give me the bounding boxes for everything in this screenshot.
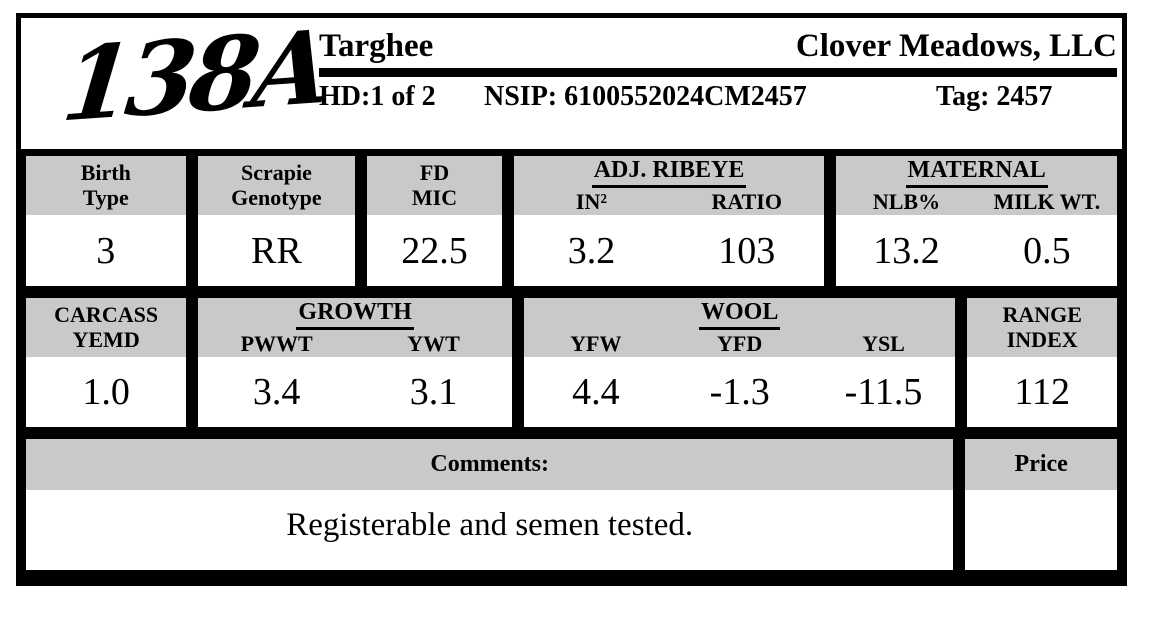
carcass-label-line2: YEMD xyxy=(72,326,140,352)
fd-mic-label-line1: FD xyxy=(419,159,450,185)
scrapie-genotype-header: Scrapie Genotype xyxy=(197,156,356,215)
maternal-nlb-value: 13.2 xyxy=(873,229,940,272)
animal-id: 138A xyxy=(57,7,332,145)
comments-text: Registerable and semen tested. xyxy=(286,506,694,543)
epd-row-2: CARCASS YEMD 1.0 GROWTH PWWT YWT 3.4 3.1… xyxy=(21,293,1122,432)
head-count: HD:1 of 2 xyxy=(319,80,436,112)
header-id-row: HD:1 of 2 NSIP: 6100552024CM2457 Tag: 24… xyxy=(319,80,1117,114)
wool-title: WOOL xyxy=(698,300,781,330)
adj-ribeye-values: 3.2 103 xyxy=(514,215,825,286)
maternal-milkwt-label: MILK WT. xyxy=(993,188,1101,214)
maternal-header: MATERNAL NLB% MILK WT. xyxy=(836,156,1118,215)
maternal-sublabels: NLB% MILK WT. xyxy=(836,188,1117,214)
scrapie-label-line2: Genotype xyxy=(231,184,322,210)
maternal-values: 13.2 0.5 xyxy=(836,215,1117,286)
comments-cell: Comments: Registerable and semen tested. xyxy=(21,434,959,575)
adj-ribeye-col1-label: IN² xyxy=(575,188,607,214)
wool-header: WOOL YFW YFD YSL xyxy=(523,298,956,357)
header-top-row: Targhee Clover Meadows, LLC xyxy=(319,28,1117,66)
adj-ribeye-cell: ADJ. RIBEYE IN² RATIO 3.2 103 xyxy=(508,151,830,291)
comments-header: Comments: xyxy=(26,439,954,490)
header-divider xyxy=(319,67,1117,77)
adj-ribeye-sublabels: IN² RATIO xyxy=(514,188,825,214)
growth-pwwt-value: 3.4 xyxy=(252,371,301,413)
price-label: Price xyxy=(1014,451,1068,478)
price-header: Price xyxy=(965,439,1117,490)
price-cell: Price xyxy=(960,434,1122,575)
growth-header: GROWTH PWWT YWT xyxy=(198,298,512,357)
maternal-cell: MATERNAL NLB% MILK WT. 13.2 0.5 xyxy=(831,151,1123,291)
animal-epd-card: 138A Targhee Clover Meadows, LLC HD:1 of… xyxy=(16,7,1127,586)
maternal-milkwt-value: 0.5 xyxy=(1023,229,1071,272)
adj-ribeye-title: ADJ. RIBEYE xyxy=(591,158,747,188)
scrapie-genotype-cell: Scrapie Genotype RR xyxy=(192,151,361,291)
breed-name: Targhee xyxy=(319,28,434,64)
card-header: 138A Targhee Clover Meadows, LLC HD:1 of… xyxy=(21,7,1122,149)
epd-row-1: Birth Type 3 Scrapie Genotype RR FD MIC … xyxy=(21,151,1123,291)
price-value xyxy=(965,490,1117,570)
birth-type-label-line2: Type xyxy=(82,184,129,210)
maternal-title: MATERNAL xyxy=(905,158,1048,188)
fd-mic-value: 22.5 xyxy=(401,229,468,272)
wool-yfd-value: -1.3 xyxy=(709,371,770,413)
range-index-label-line1: RANGE xyxy=(1002,301,1082,327)
birth-type-label-line1: Birth xyxy=(80,159,131,185)
tag-number: Tag: 2457 xyxy=(936,80,1053,112)
growth-values: 3.4 3.1 xyxy=(198,357,512,427)
birth-type-value: 3 xyxy=(96,229,116,272)
farm-name: Clover Meadows, LLC xyxy=(795,28,1117,64)
growth-cell: GROWTH PWWT YWT 3.4 3.1 xyxy=(193,293,517,432)
growth-title: GROWTH xyxy=(296,300,414,330)
range-index-header: RANGE INDEX xyxy=(967,298,1117,357)
carcass-yemd-value: 1.0 xyxy=(82,371,130,413)
birth-type-header: Birth Type xyxy=(26,156,186,215)
range-index-label-line2: INDEX xyxy=(1006,326,1078,352)
scrapie-label-line1: Scrapie xyxy=(240,159,312,185)
fd-mic-cell: FD MIC 22.5 xyxy=(362,151,507,291)
wool-cell: WOOL YFW YFD YSL 4.4 -1.3 -11.5 xyxy=(518,293,961,432)
adj-ribeye-col2-label: RATIO xyxy=(711,188,782,214)
comments-label: Comments: xyxy=(430,451,549,478)
wool-yfd-label: YFD xyxy=(717,330,763,356)
birth-type-cell: Birth Type 3 xyxy=(21,151,191,291)
fd-mic-label-line2: MIC xyxy=(411,184,458,210)
adj-ribeye-in2-value: 3.2 xyxy=(567,229,616,272)
wool-ysl-value: -11.5 xyxy=(844,371,923,413)
nsip-id: NSIP: 6100552024CM2457 xyxy=(484,80,807,112)
wool-sublabels: YFW YFD YSL xyxy=(524,330,955,356)
range-index-value: 112 xyxy=(1014,371,1070,413)
range-index-cell: RANGE INDEX 112 xyxy=(962,293,1122,432)
adj-ribeye-header: ADJ. RIBEYE IN² RATIO xyxy=(513,156,825,215)
carcass-yemd-cell: CARCASS YEMD 1.0 xyxy=(21,293,192,432)
carcass-yemd-header: CARCASS YEMD xyxy=(26,298,187,357)
wool-ysl-label: YSL xyxy=(862,330,905,356)
adj-ribeye-ratio-value: 103 xyxy=(718,229,776,272)
wool-yfw-label: YFW xyxy=(570,330,622,356)
growth-ywt-label: YWT xyxy=(407,330,460,356)
growth-ywt-value: 3.1 xyxy=(409,371,458,413)
carcass-label-line1: CARCASS xyxy=(54,301,159,327)
header-info-block: Targhee Clover Meadows, LLC HD:1 of 2 NS… xyxy=(319,28,1117,114)
growth-sublabels: PWWT YWT xyxy=(198,330,512,356)
comments-price-row: Comments: Registerable and semen tested.… xyxy=(21,434,1122,575)
fd-mic-header: FD MIC xyxy=(367,156,502,215)
maternal-nlb-label: NLB% xyxy=(872,188,941,214)
scrapie-genotype-value: RR xyxy=(251,229,302,272)
growth-pwwt-label: PWWT xyxy=(240,330,313,356)
wool-values: 4.4 -1.3 -11.5 xyxy=(524,357,955,427)
wool-yfw-value: 4.4 xyxy=(572,371,620,413)
